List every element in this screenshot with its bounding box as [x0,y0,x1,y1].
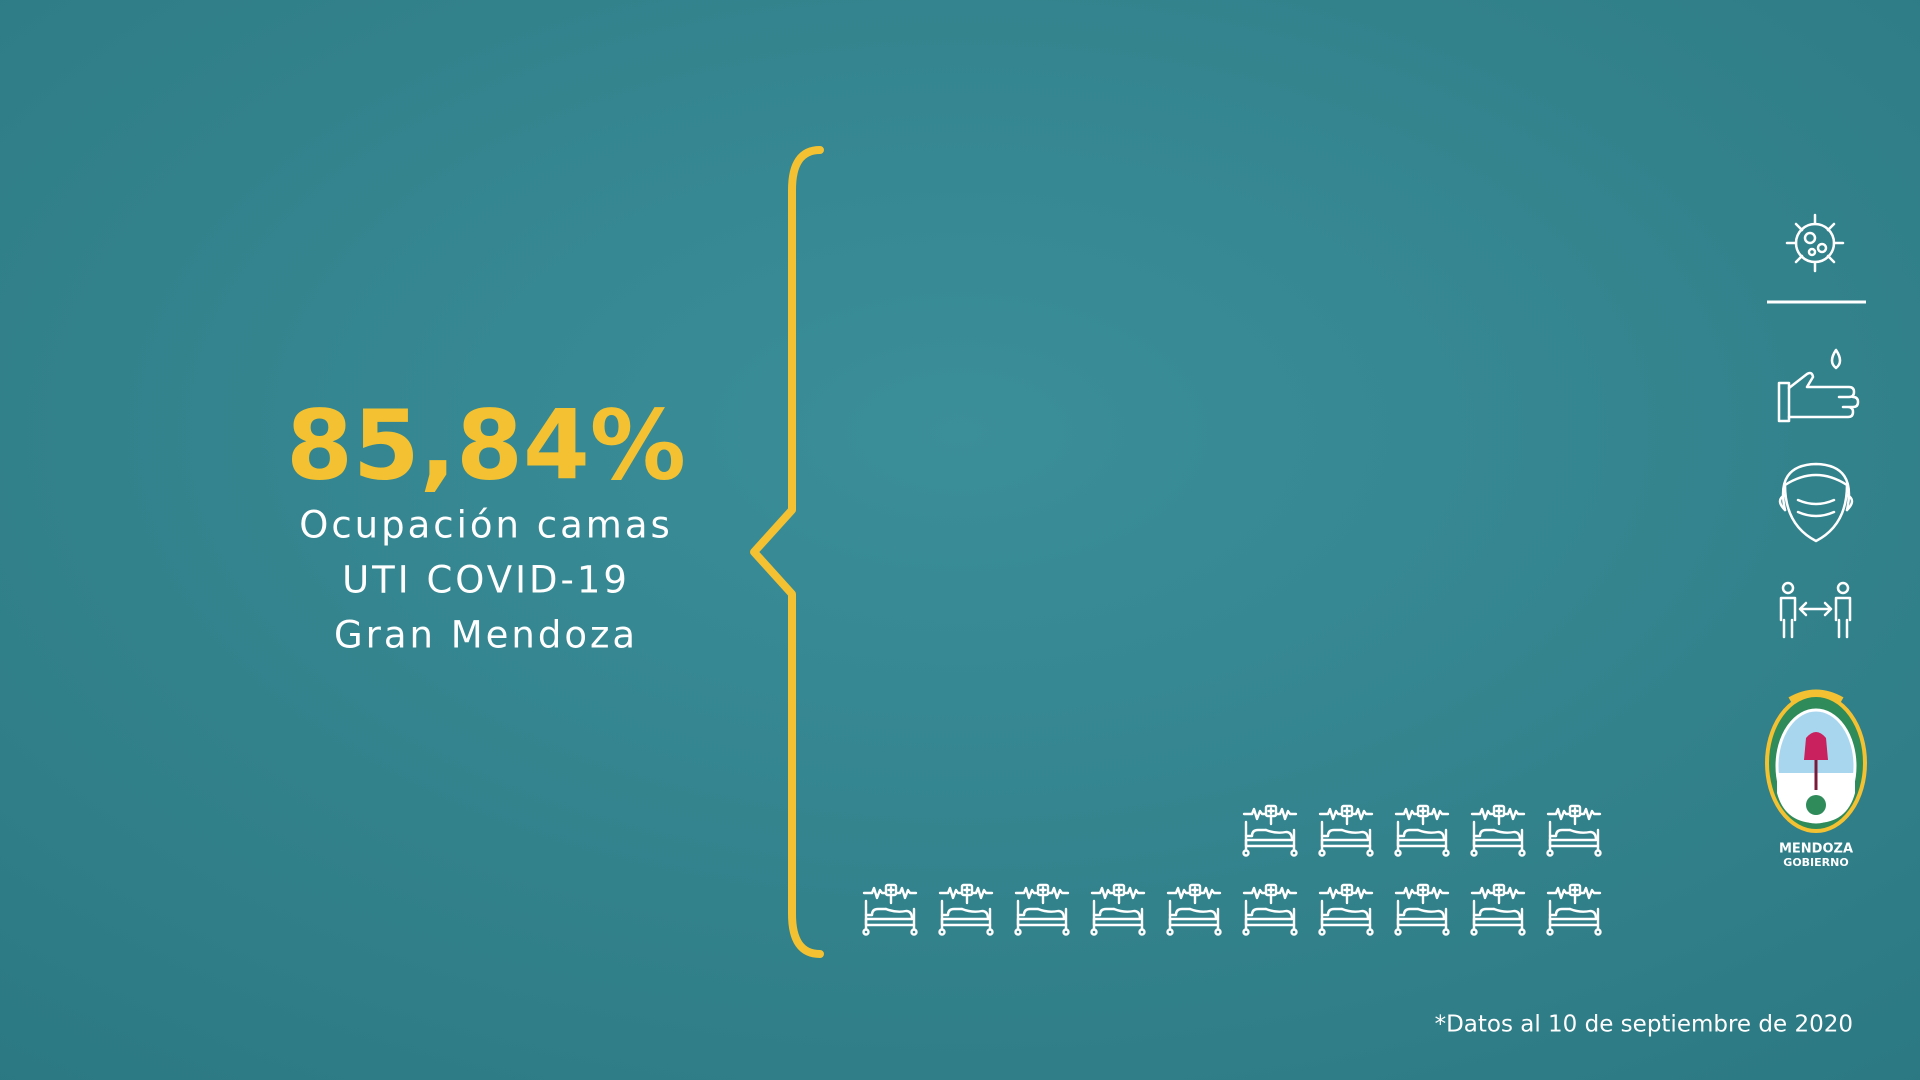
brace [750,146,824,958]
virus-icon [1785,213,1845,273]
logo-text: GOBIERNO [1783,856,1848,869]
mask-icon [1778,462,1854,543]
handwash-icon [1777,348,1860,423]
percentage-label: 85,84% [286,389,686,501]
footnote: *Datos al 10 de septiembre de 2020 [1435,1012,1853,1038]
distance-icon [1779,581,1852,639]
logo: MENDOZA GOBIERNO [1765,689,1867,869]
subtitle-line: Ocupación camas [299,504,673,547]
logo-text: MENDOZA [1779,842,1853,857]
subtitle-line: UTI COVID-19 [342,559,630,602]
subtitle-line: Gran Mendoza [334,614,638,657]
